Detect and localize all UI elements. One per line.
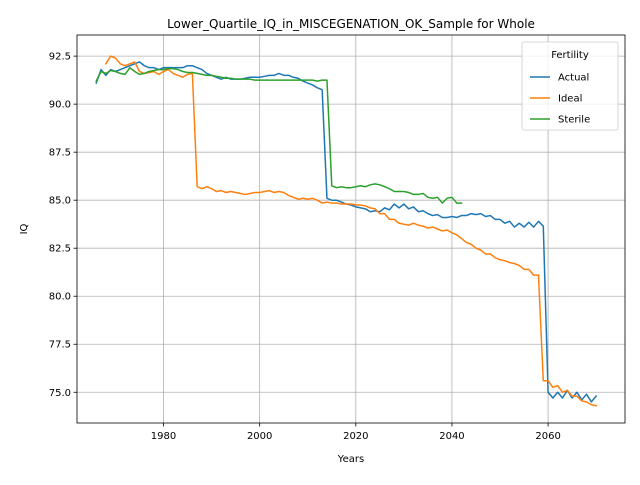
x-axis-label: Years <box>337 454 364 465</box>
legend-frame <box>521 41 619 131</box>
x-tick-label: 2060 <box>535 431 560 442</box>
y-tick-label: 80.0 <box>49 292 71 303</box>
series-line-sterile <box>95 66 463 204</box>
x-tick-label: 2000 <box>247 431 272 442</box>
grid-lines <box>77 35 625 423</box>
legend-title: Fertility <box>551 50 589 61</box>
legend-entries: Actual Ideal Sterile <box>530 73 590 126</box>
series-lines <box>95 55 598 407</box>
series-line-ideal <box>104 55 598 407</box>
plot-frame <box>76 34 626 424</box>
x-tick-label: 2040 <box>439 431 464 442</box>
chart-title: Lower_Quartile_IQ_in_MISCEGENATION_OK_Sa… <box>167 17 535 31</box>
x-tick-label: 1980 <box>151 431 176 442</box>
x-tick-label: 2020 <box>343 431 368 442</box>
y-tick-label: 87.5 <box>49 148 71 159</box>
y-tick-label: 90.0 <box>49 100 71 111</box>
y-tick-label: 75.0 <box>49 388 71 399</box>
x-axis-ticks: 1980 2000 2020 2040 2060 <box>151 423 561 442</box>
legend-label-sterile: Sterile <box>558 115 590 126</box>
legend-label-ideal: Ideal <box>558 94 582 105</box>
legend-label-actual: Actual <box>558 73 589 84</box>
y-tick-label: 85.0 <box>49 196 71 207</box>
legend: Fertility Actual Ideal Sterile <box>521 41 619 131</box>
y-tick-label: 77.5 <box>49 340 71 351</box>
y-axis-ticks: 75.0 77.5 80.0 82.5 85.0 87.5 90.0 92.5 <box>49 52 77 399</box>
y-tick-label: 82.5 <box>49 244 71 255</box>
y-tick-label: 92.5 <box>49 52 71 63</box>
y-axis-label: IQ <box>19 223 30 234</box>
